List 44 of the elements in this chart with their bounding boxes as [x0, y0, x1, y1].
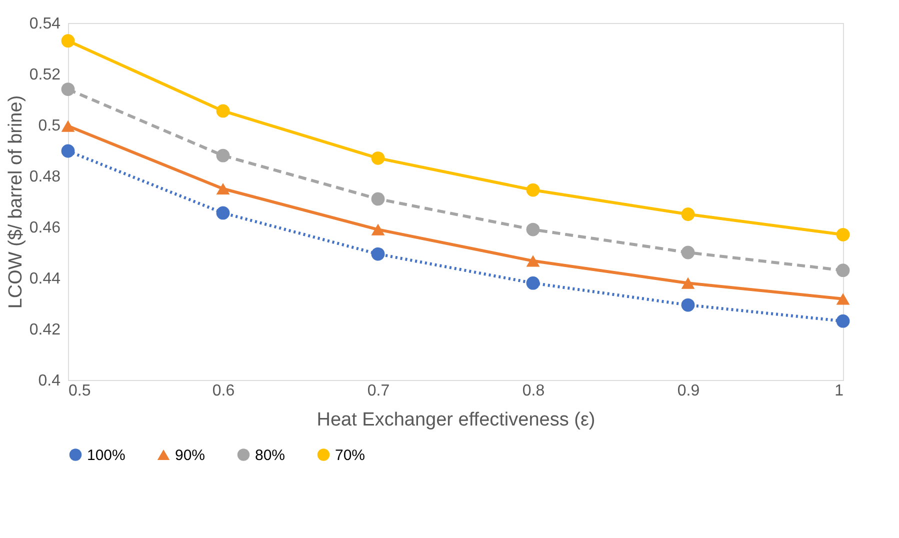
x-tick-label: 0.6 — [212, 382, 235, 400]
x-tick-label: 1 — [834, 382, 844, 400]
point — [216, 148, 230, 162]
x-tick-label: 0.7 — [367, 382, 390, 400]
x-axis-title: Heat Exchanger effectiveness (ε) — [316, 410, 596, 430]
point — [61, 34, 75, 48]
legend-label: 80% — [255, 446, 286, 464]
point — [836, 264, 850, 278]
x-tick-label: 0.8 — [522, 382, 545, 400]
y-tick-label: 0.4 — [38, 372, 61, 390]
point — [836, 228, 850, 242]
y-tick-label: 0.54 — [29, 16, 61, 32]
y-tick-label: 0.52 — [29, 66, 61, 84]
legend-label: 90% — [175, 446, 206, 464]
legend-label: 100% — [87, 446, 126, 464]
point — [836, 293, 850, 305]
point — [61, 144, 75, 158]
point — [216, 182, 230, 195]
y-tick-label: 0.46 — [29, 220, 61, 236]
point — [681, 298, 695, 312]
point — [371, 151, 385, 165]
x-tick-label: 0.5 — [68, 382, 91, 400]
point — [526, 276, 540, 290]
legend-label: 70% — [335, 446, 366, 464]
point — [61, 82, 75, 96]
point — [836, 314, 850, 328]
y-axis-title: LCOW ($/ barrel of brine) — [5, 95, 26, 309]
point — [216, 104, 230, 118]
point — [526, 183, 540, 197]
point — [526, 222, 540, 236]
point — [216, 206, 230, 220]
point — [681, 208, 695, 221]
y-tick-label: 0.42 — [29, 322, 61, 338]
x-tick-label: 0.9 — [677, 382, 700, 400]
point — [681, 246, 695, 260]
point — [526, 255, 540, 267]
y-tick-label: 0.44 — [29, 270, 61, 288]
y-tick-label: 0.5 — [38, 118, 61, 134]
point — [371, 247, 385, 261]
point — [681, 277, 695, 289]
y-tick-label: 0.48 — [29, 168, 61, 186]
point — [61, 120, 75, 132]
point — [371, 192, 385, 206]
point — [371, 224, 385, 236]
